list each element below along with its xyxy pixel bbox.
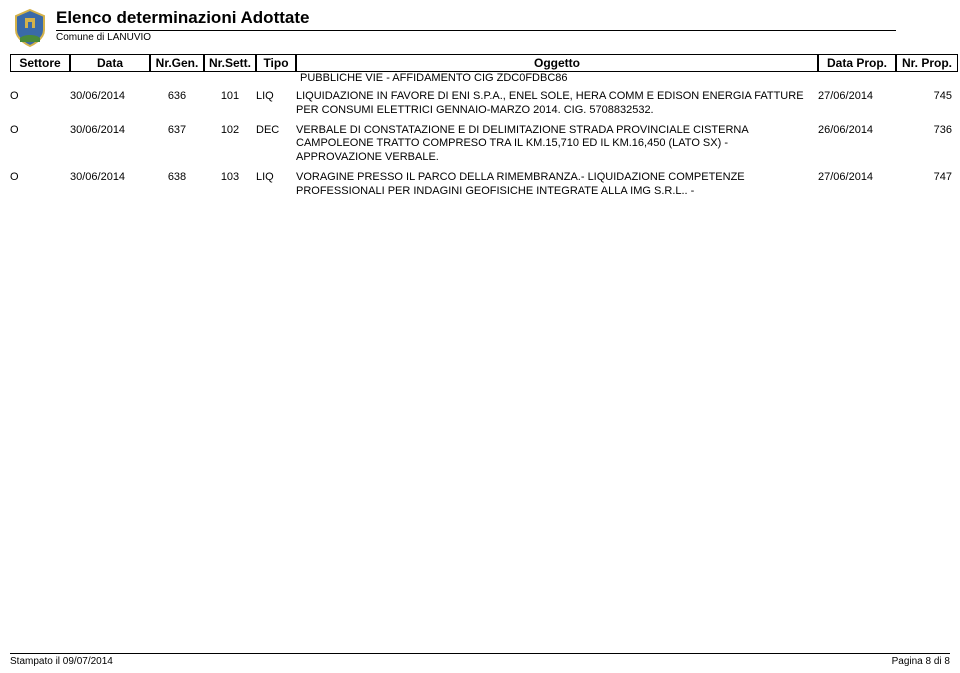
cell-oggetto: LIQUIDAZIONE IN FAVORE DI ENI S.P.A., EN… bbox=[296, 90, 818, 118]
col-header-dataprop: Data Prop. bbox=[818, 54, 896, 72]
cell-settore: O bbox=[10, 171, 70, 183]
page-subtitle: Comune di LANUVIO bbox=[56, 32, 896, 43]
cell-settore: O bbox=[10, 124, 70, 136]
cell-dataprop: 26/06/2014 bbox=[818, 124, 896, 136]
table-body: PUBBLICHE VIE - AFFIDAMENTO CIG ZDC0FDBC… bbox=[0, 72, 960, 198]
cell-oggetto: VORAGINE PRESSO IL PARCO DELLA RIMEMBRAN… bbox=[296, 171, 818, 199]
cell-nrsett: 101 bbox=[204, 90, 256, 102]
cell-nrprop: 745 bbox=[896, 90, 958, 102]
col-header-data: Data bbox=[70, 54, 150, 72]
col-header-tipo: Tipo bbox=[256, 54, 296, 72]
footer-page-number: Pagina 8 di 8 bbox=[892, 656, 950, 667]
cell-dataprop: 27/06/2014 bbox=[818, 90, 896, 102]
cell-nrgen: 638 bbox=[150, 171, 204, 183]
col-header-oggetto: Oggetto bbox=[296, 54, 818, 72]
municipal-crest-icon bbox=[10, 8, 50, 48]
cell-nrprop: 747 bbox=[896, 171, 958, 183]
page: Elenco determinazioni Adottate Comune di… bbox=[0, 0, 960, 673]
cell-nrprop: 736 bbox=[896, 124, 958, 136]
cell-nrsett: 102 bbox=[204, 124, 256, 136]
page-header: Elenco determinazioni Adottate Comune di… bbox=[0, 0, 960, 48]
title-underline bbox=[56, 30, 896, 31]
table-row: O 30/06/2014 636 101 LIQ LIQUIDAZIONE IN… bbox=[10, 90, 960, 118]
footer-print-date: Stampato il 09/07/2014 bbox=[10, 656, 113, 667]
col-header-nrprop: Nr. Prop. bbox=[896, 54, 958, 72]
cell-oggetto: VERBALE DI CONSTATAZIONE E DI DELIMITAZI… bbox=[296, 124, 818, 165]
page-footer: Stampato il 09/07/2014 Pagina 8 di 8 bbox=[10, 653, 950, 667]
table-row: O 30/06/2014 637 102 DEC VERBALE DI CONS… bbox=[10, 124, 960, 165]
page-title: Elenco determinazioni Adottate bbox=[56, 8, 896, 28]
col-header-settore: Settore bbox=[10, 54, 70, 72]
cell-data: 30/06/2014 bbox=[70, 124, 150, 136]
cell-data: 30/06/2014 bbox=[70, 90, 150, 102]
cell-tipo: LIQ bbox=[256, 171, 296, 183]
cell-nrgen: 637 bbox=[150, 124, 204, 136]
cell-dataprop: 27/06/2014 bbox=[818, 171, 896, 183]
title-block: Elenco determinazioni Adottate Comune di… bbox=[56, 8, 896, 43]
cell-tipo: DEC bbox=[256, 124, 296, 136]
col-header-nrgen: Nr.Gen. bbox=[150, 54, 204, 72]
cell-nrsett: 103 bbox=[204, 171, 256, 183]
carryover-text: PUBBLICHE VIE - AFFIDAMENTO CIG ZDC0FDBC… bbox=[300, 72, 822, 84]
col-header-nrsett: Nr.Sett. bbox=[204, 54, 256, 72]
cell-settore: O bbox=[10, 90, 70, 102]
cell-tipo: LIQ bbox=[256, 90, 296, 102]
cell-nrgen: 636 bbox=[150, 90, 204, 102]
table-header-row: Settore Data Nr.Gen. Nr.Sett. Tipo Ogget… bbox=[0, 54, 960, 72]
cell-data: 30/06/2014 bbox=[70, 171, 150, 183]
table-row: O 30/06/2014 638 103 LIQ VORAGINE PRESSO… bbox=[10, 171, 960, 199]
